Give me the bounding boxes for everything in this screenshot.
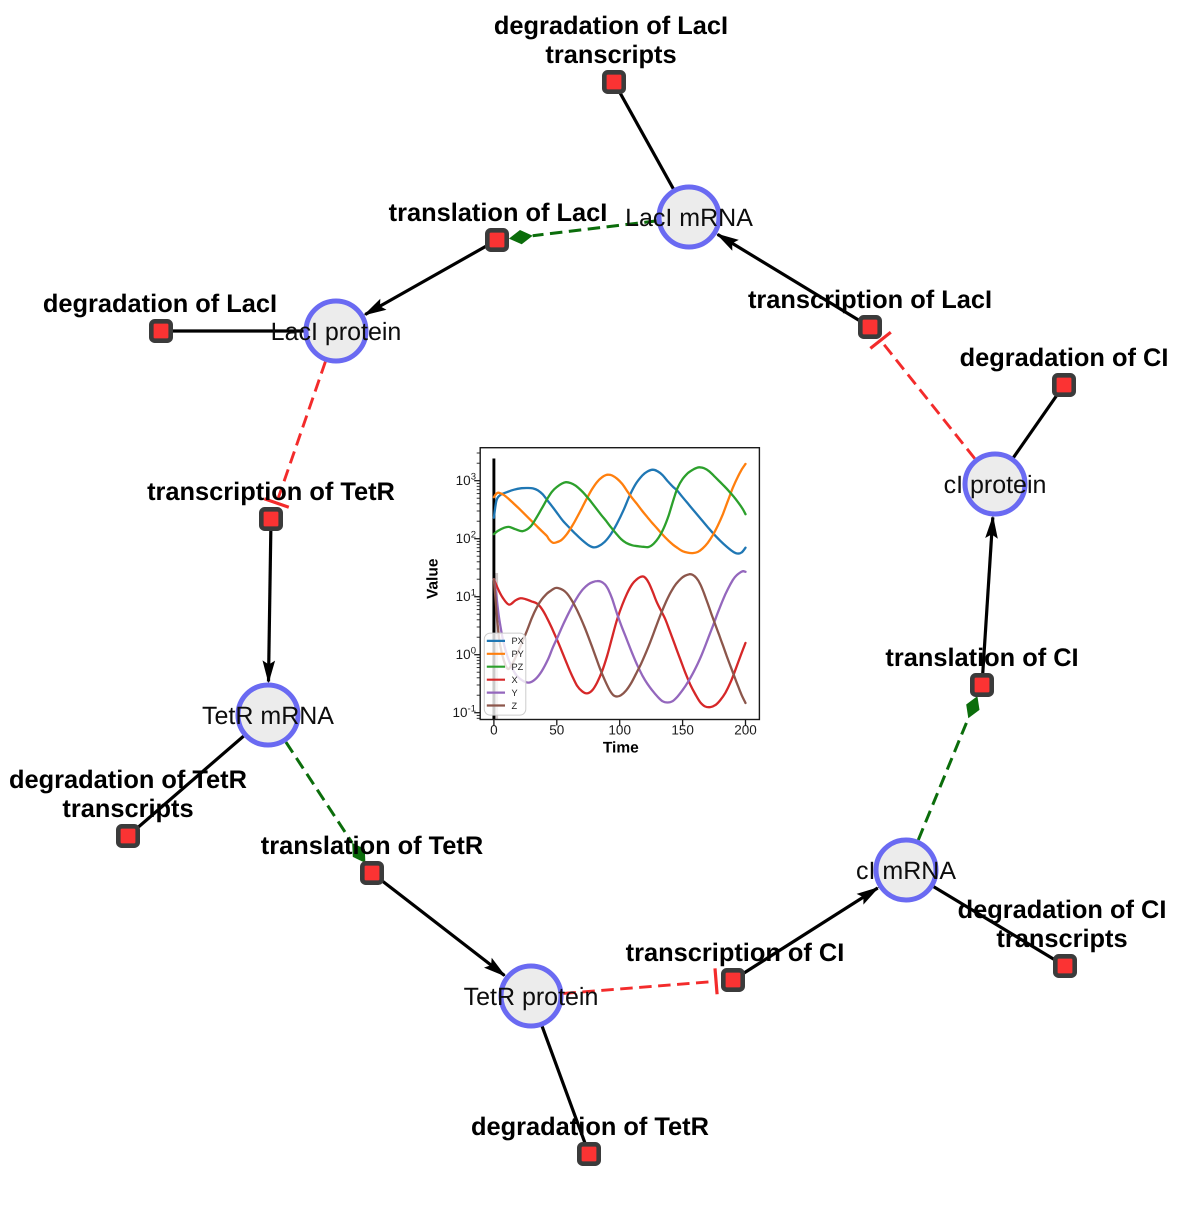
- svg-text:degradation of CI: degradation of CI: [958, 896, 1167, 924]
- svg-text:LacI protein: LacI protein: [271, 318, 402, 346]
- svg-text:transcription of CI: transcription of CI: [626, 939, 845, 967]
- svg-text:TetR protein: TetR protein: [464, 983, 599, 1011]
- svg-text:translation of TetR: translation of TetR: [261, 832, 483, 860]
- svg-text:150: 150: [671, 723, 694, 738]
- svg-text:TetR mRNA: TetR mRNA: [202, 702, 334, 730]
- svg-text:Value: Value: [425, 558, 442, 599]
- svg-text:degradation of TetR: degradation of TetR: [9, 766, 247, 794]
- svg-text:Time: Time: [603, 740, 639, 757]
- svg-text:degradation of LacI: degradation of LacI: [494, 12, 728, 40]
- svg-text:200: 200: [734, 723, 757, 738]
- svg-text:degradation of TetR: degradation of TetR: [471, 1113, 709, 1141]
- svg-text:transcripts: transcripts: [545, 41, 676, 69]
- svg-text:LacI mRNA: LacI mRNA: [625, 204, 753, 232]
- svg-text:PY: PY: [512, 649, 524, 659]
- svg-text:translation of LacI: translation of LacI: [389, 199, 608, 227]
- svg-text:transcripts: transcripts: [996, 925, 1127, 953]
- svg-text:translation of CI: translation of CI: [885, 644, 1078, 672]
- svg-text:cI mRNA: cI mRNA: [856, 857, 956, 885]
- svg-text:transcription of LacI: transcription of LacI: [748, 286, 992, 314]
- svg-text:100: 100: [608, 723, 631, 738]
- svg-text:X: X: [512, 675, 518, 685]
- svg-text:PZ: PZ: [512, 662, 524, 672]
- svg-text:degradation of LacI: degradation of LacI: [43, 290, 277, 318]
- svg-text:0: 0: [490, 723, 498, 738]
- svg-text:PX: PX: [512, 636, 524, 646]
- svg-text:cI protein: cI protein: [944, 471, 1047, 499]
- svg-text:Y: Y: [512, 688, 518, 698]
- svg-text:50: 50: [549, 723, 564, 738]
- svg-text:transcription of TetR: transcription of TetR: [147, 478, 395, 506]
- svg-text:transcripts: transcripts: [62, 795, 193, 823]
- svg-text:degradation of CI: degradation of CI: [960, 344, 1169, 372]
- svg-text:Z: Z: [512, 701, 518, 711]
